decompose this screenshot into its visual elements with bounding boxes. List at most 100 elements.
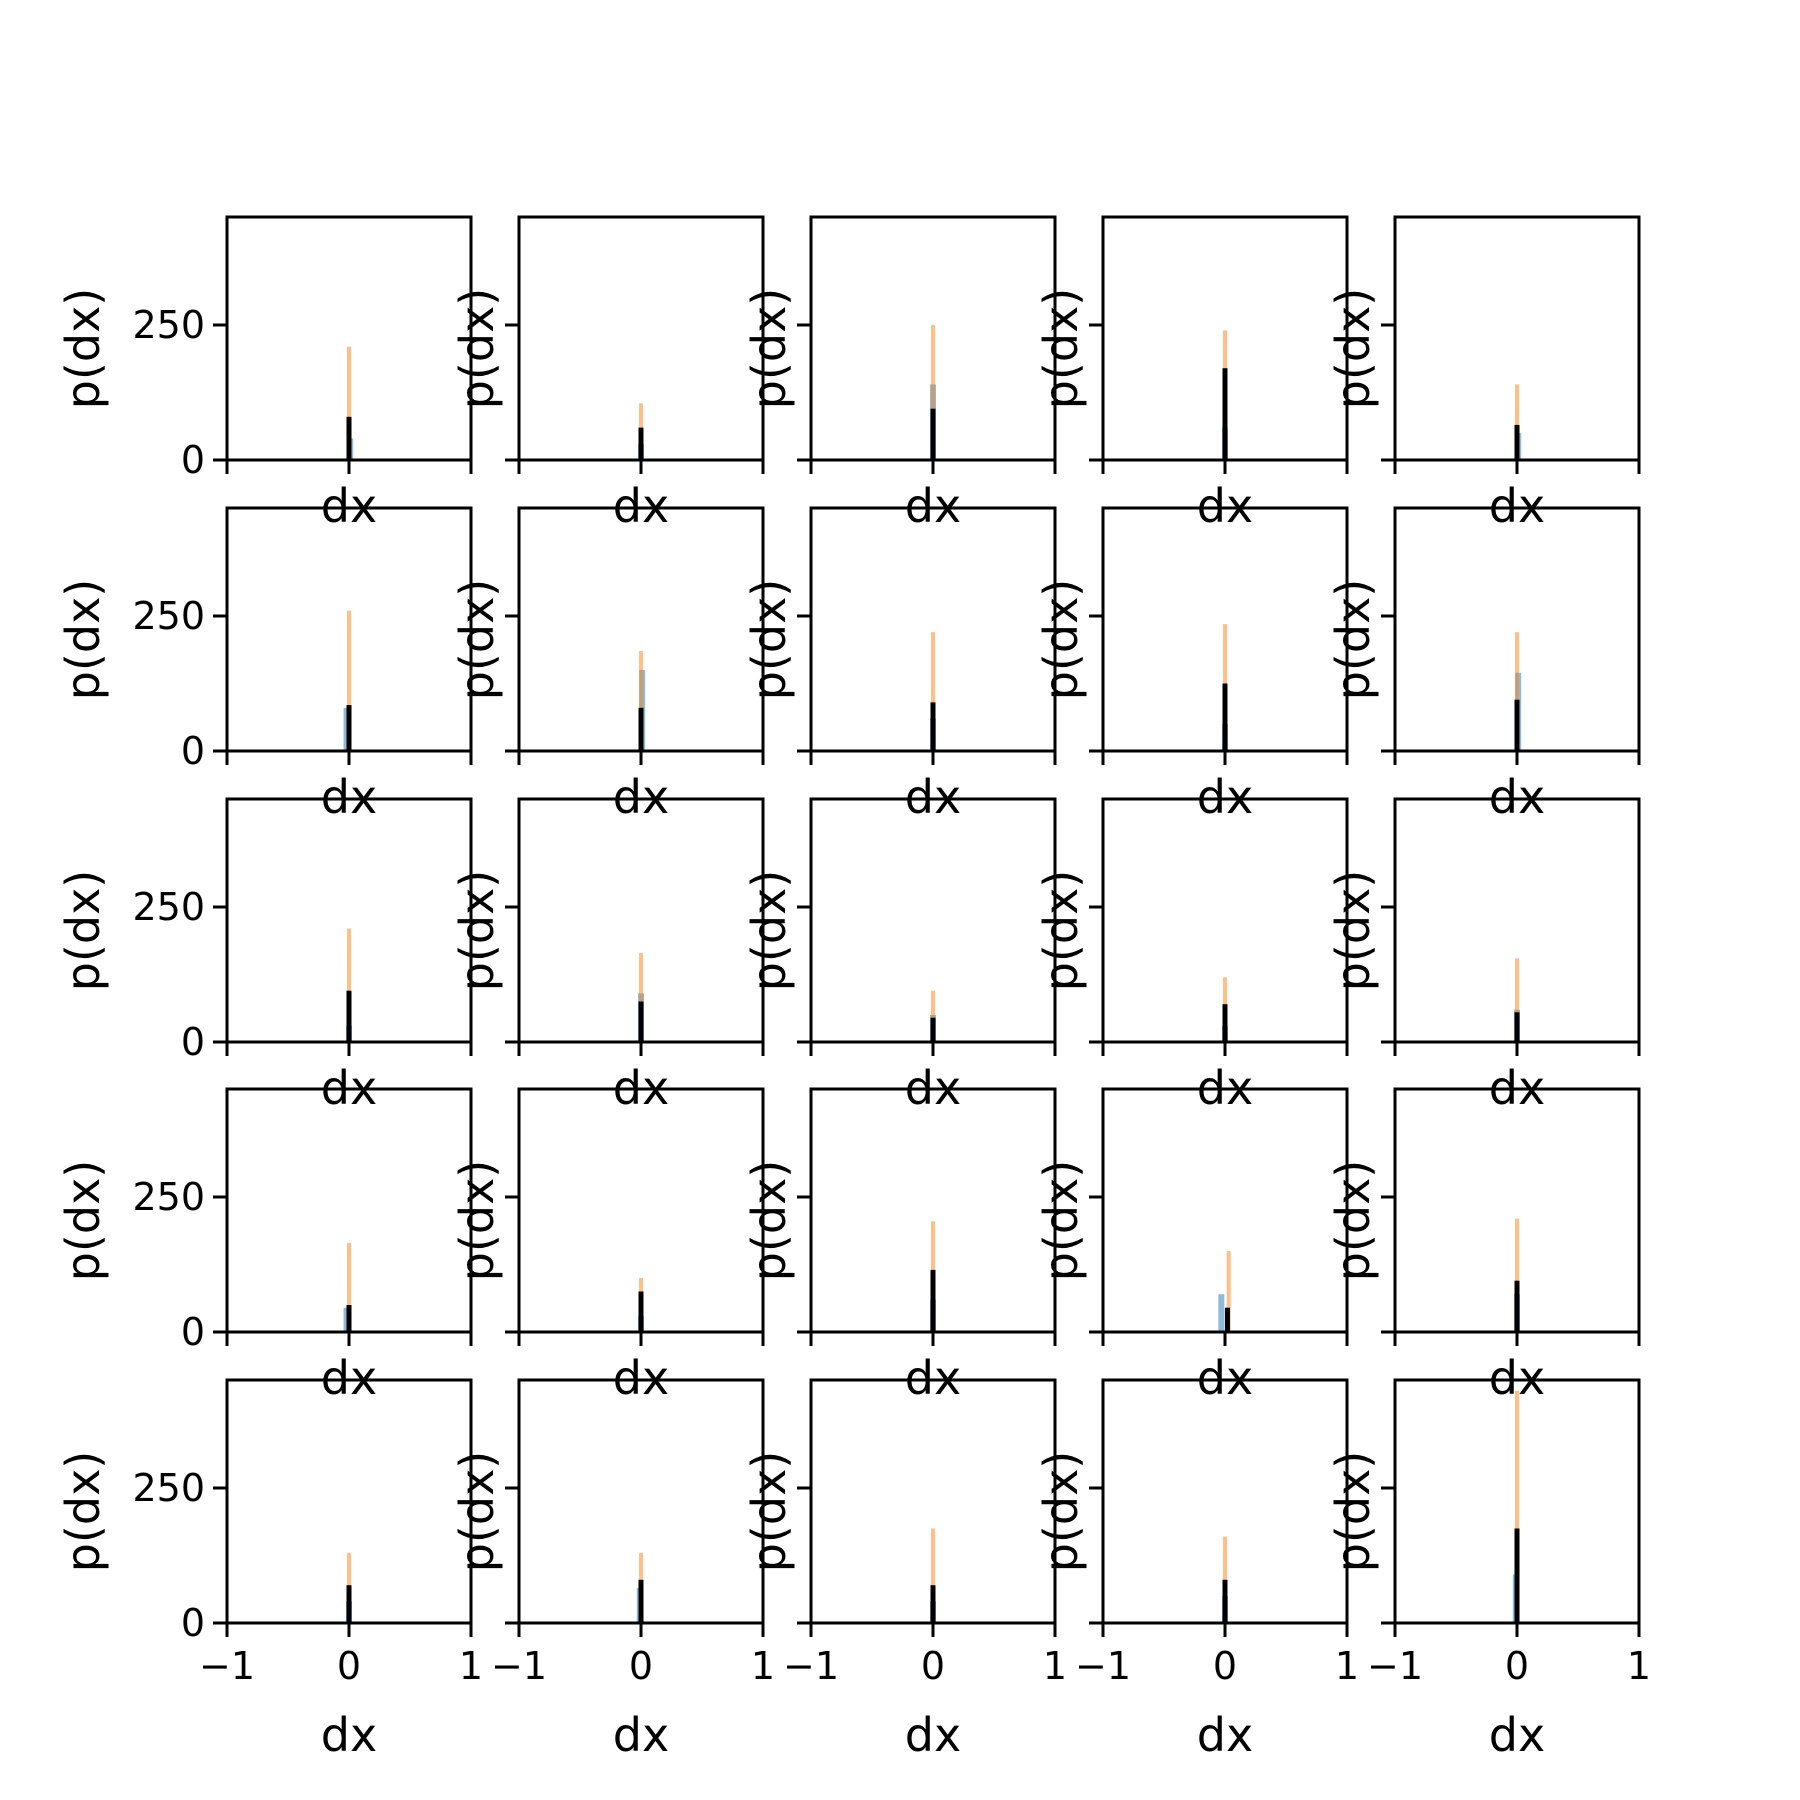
x-tick-label: 0 xyxy=(629,1644,653,1688)
y-tick-label: 0 xyxy=(181,1020,205,1064)
histogram-bar-orange xyxy=(931,990,935,1042)
histogram-bar-black xyxy=(346,705,352,751)
subplot-r4-c1: −1 0 1 dx p(dx) xyxy=(450,1378,775,1762)
x-tick-label: −1 xyxy=(1367,1644,1423,1688)
subplot-r0-c3: dx p(dx) xyxy=(1034,215,1349,533)
y-axis-label: p(dx) xyxy=(1326,579,1380,701)
y-axis-label: p(dx) xyxy=(450,1160,504,1282)
histogram-bar-orange xyxy=(347,346,351,460)
histogram-bar-orange xyxy=(639,952,643,1042)
x-tick-label: 0 xyxy=(337,1644,361,1688)
subplot-r3-c4: dxp(dx) xyxy=(1326,1087,1641,1405)
histogram-bar-black xyxy=(1224,1307,1230,1332)
y-axis-label: p(dx) xyxy=(742,579,796,701)
y-tick-label: 250 xyxy=(132,1466,205,1510)
y-tick-label: 250 xyxy=(132,1175,205,1219)
subplot-r0-c1: dx p(dx) xyxy=(450,215,765,533)
histogram-bar-black xyxy=(1514,424,1520,460)
x-axis-label: dx xyxy=(321,1351,377,1405)
y-tick-label: 0 xyxy=(181,1310,205,1354)
histogram-bar-black xyxy=(1222,1004,1228,1042)
y-axis-label: p(dx) xyxy=(450,1451,504,1573)
panels-container: 0 250 dx p(dx) dx p(dx) dx p(dx) dx p(dx) dx p(dx) 0… xyxy=(56,215,1651,1762)
x-axis-label: dx xyxy=(321,770,377,824)
subplot-r1-c0: 0 250 dx p(dx) xyxy=(56,506,473,824)
y-axis-label: p(dx) xyxy=(742,870,796,992)
x-tick-label: −1 xyxy=(783,1644,839,1688)
subplot-r3-c3: dx p(dx) xyxy=(1034,1087,1349,1405)
histogram-bar-blue xyxy=(1218,1294,1225,1332)
y-axis-label: p(dx) xyxy=(1034,870,1088,992)
x-axis-label: dx xyxy=(613,1351,669,1405)
x-axis-label: dx xyxy=(1197,479,1253,533)
y-axis-label: p(dx) xyxy=(450,579,504,701)
histogram-bar-black xyxy=(1222,683,1228,751)
histogram-bar-orange xyxy=(1515,384,1519,460)
histogram-bar-black xyxy=(1514,699,1520,751)
y-tick-label: 250 xyxy=(132,885,205,929)
x-tick-label: 0 xyxy=(1505,1644,1529,1688)
x-tick-label: −1 xyxy=(491,1644,547,1688)
subplot-r1-c1: dx p(dx) xyxy=(450,506,765,824)
x-axis-label: dx xyxy=(905,479,961,533)
x-axis-label: dx xyxy=(1197,1351,1253,1405)
histogram-bar-black xyxy=(930,408,936,460)
histogram-bar-black xyxy=(638,427,644,460)
histogram-bar-orange xyxy=(639,651,643,751)
x-tick-label: 1 xyxy=(1627,1644,1651,1688)
y-axis-label: p(dx) xyxy=(1326,288,1380,410)
x-tick-label: −1 xyxy=(199,1644,255,1688)
histogram-bar-black xyxy=(346,990,352,1042)
histogram-bar-black xyxy=(930,1585,936,1623)
histogram-bar-orange xyxy=(1515,632,1519,751)
x-axis-label: dx xyxy=(321,479,377,533)
y-axis-label: p(dx) xyxy=(1034,1160,1088,1282)
subplot-r4-c2: −1 0 1 dx p(dx) xyxy=(742,1378,1067,1762)
x-axis-label: dx xyxy=(613,770,669,824)
y-axis-label: p(dx) xyxy=(742,1451,796,1573)
x-axis-label: dx xyxy=(1197,770,1253,824)
y-axis-label: p(dx) xyxy=(1326,1451,1380,1573)
x-tick-label: 1 xyxy=(1043,1644,1067,1688)
histogram-bar-black xyxy=(638,707,644,751)
x-axis-label: dx xyxy=(613,479,669,533)
subplot-r3-c1: dx p(dx) xyxy=(450,1087,765,1405)
histogram-bar-black xyxy=(346,416,352,460)
histogram-bar-black xyxy=(1222,1579,1228,1623)
x-axis-label: dx xyxy=(613,1708,669,1762)
histogram-bar-black xyxy=(638,1579,644,1623)
x-axis-label: dx xyxy=(905,1351,961,1405)
y-axis-label: p(dx) xyxy=(1326,1160,1380,1282)
y-axis-label: p(dx) xyxy=(1034,579,1088,701)
y-tick-label: 0 xyxy=(181,438,205,482)
x-axis-label: dx xyxy=(1489,479,1545,533)
histogram-bar-black xyxy=(930,1017,936,1042)
y-axis-label: p(dx) xyxy=(450,870,504,992)
subplot-r1-c4: dx p(dx) xyxy=(1326,506,1641,824)
y-axis-label: p(dx) xyxy=(742,288,796,410)
histogram-bar-orange xyxy=(931,1528,935,1623)
x-axis-label: dx xyxy=(1489,770,1545,824)
histogram-bar-orange xyxy=(1515,958,1519,1042)
x-axis-label: dx xyxy=(905,770,961,824)
y-axis-label: p(dx) xyxy=(56,288,110,410)
histogram-bar-black xyxy=(346,1305,352,1332)
subplot-r0-c2: dx p(dx) xyxy=(742,215,1057,533)
subplot-r3-c2: dx p(dx) xyxy=(742,1087,1057,1405)
x-axis-label: dx xyxy=(1489,1708,1545,1762)
histogram-bar-black xyxy=(930,702,936,751)
y-axis-label: p(dx) xyxy=(1034,288,1088,410)
histogram-bar-black xyxy=(638,1001,644,1042)
histogram-bar-orange xyxy=(1515,1218,1519,1332)
subplot-r4-c4: −1 0 1 dx p(dx) xyxy=(1326,1378,1651,1762)
histogram-bar-orange xyxy=(347,610,351,751)
y-axis-label: p(dx) xyxy=(1326,870,1380,992)
y-tick-label: 0 xyxy=(181,729,205,773)
subplot-r1-c2: dx p(dx) xyxy=(742,506,1057,824)
y-tick-label: 0 xyxy=(181,1601,205,1645)
histogram-bar-orange xyxy=(931,632,935,751)
y-axis-label: p(dx) xyxy=(450,288,504,410)
